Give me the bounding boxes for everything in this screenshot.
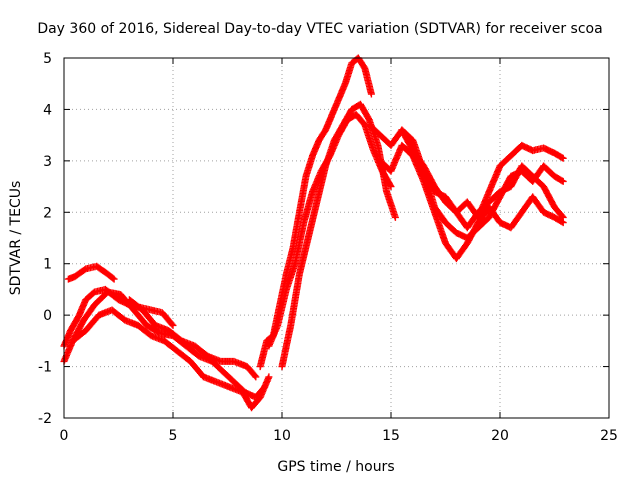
data-point	[559, 219, 567, 227]
y-tick-label: 4	[43, 102, 52, 118]
x-tick-label: 15	[382, 428, 400, 444]
data-point	[109, 274, 117, 282]
series-track-d	[69, 306, 273, 412]
y-tick-label: 0	[43, 308, 52, 324]
data-point	[252, 373, 260, 381]
y-tick-label: -1	[38, 360, 52, 376]
series-track-a	[64, 262, 118, 283]
series-track-l	[409, 152, 567, 263]
data-point	[391, 213, 399, 221]
y-axis-label: SDTVAR / TECUs	[8, 181, 24, 296]
y-tick-label: 1	[43, 257, 52, 273]
series-track-f	[256, 54, 375, 371]
series-track-c	[60, 288, 269, 401]
data-point	[559, 154, 567, 162]
data-layer	[60, 54, 567, 412]
data-point	[168, 320, 176, 328]
data-point	[367, 90, 375, 98]
x-tick-label: 10	[273, 428, 291, 444]
data-point	[110, 275, 118, 283]
y-tick-label: 3	[43, 154, 52, 170]
chart-title: Day 360 of 2016, Sidereal Day-to-day VTE…	[37, 21, 602, 37]
y-tick-label: 5	[43, 51, 52, 67]
data-point	[558, 218, 566, 226]
x-tick-label: 20	[491, 428, 509, 444]
data-point	[169, 321, 177, 329]
x-tick-label: 25	[600, 428, 618, 444]
plot-frame	[63, 57, 610, 419]
x-axis-label: GPS time / hours	[277, 459, 394, 475]
x-tick-label: 5	[169, 428, 178, 444]
data-point	[251, 372, 259, 380]
series-track-k	[398, 126, 567, 232]
x-tick-label: 0	[60, 428, 69, 444]
data-point	[559, 177, 567, 185]
data-point	[265, 373, 273, 381]
axis-ticks: 0 5 10 15 20 25 -2 -1 0 1 2 3 4 5	[38, 51, 618, 444]
series-track-e	[125, 296, 260, 381]
y-tick-label: 2	[43, 205, 52, 221]
y-tick-label: -2	[38, 411, 52, 427]
